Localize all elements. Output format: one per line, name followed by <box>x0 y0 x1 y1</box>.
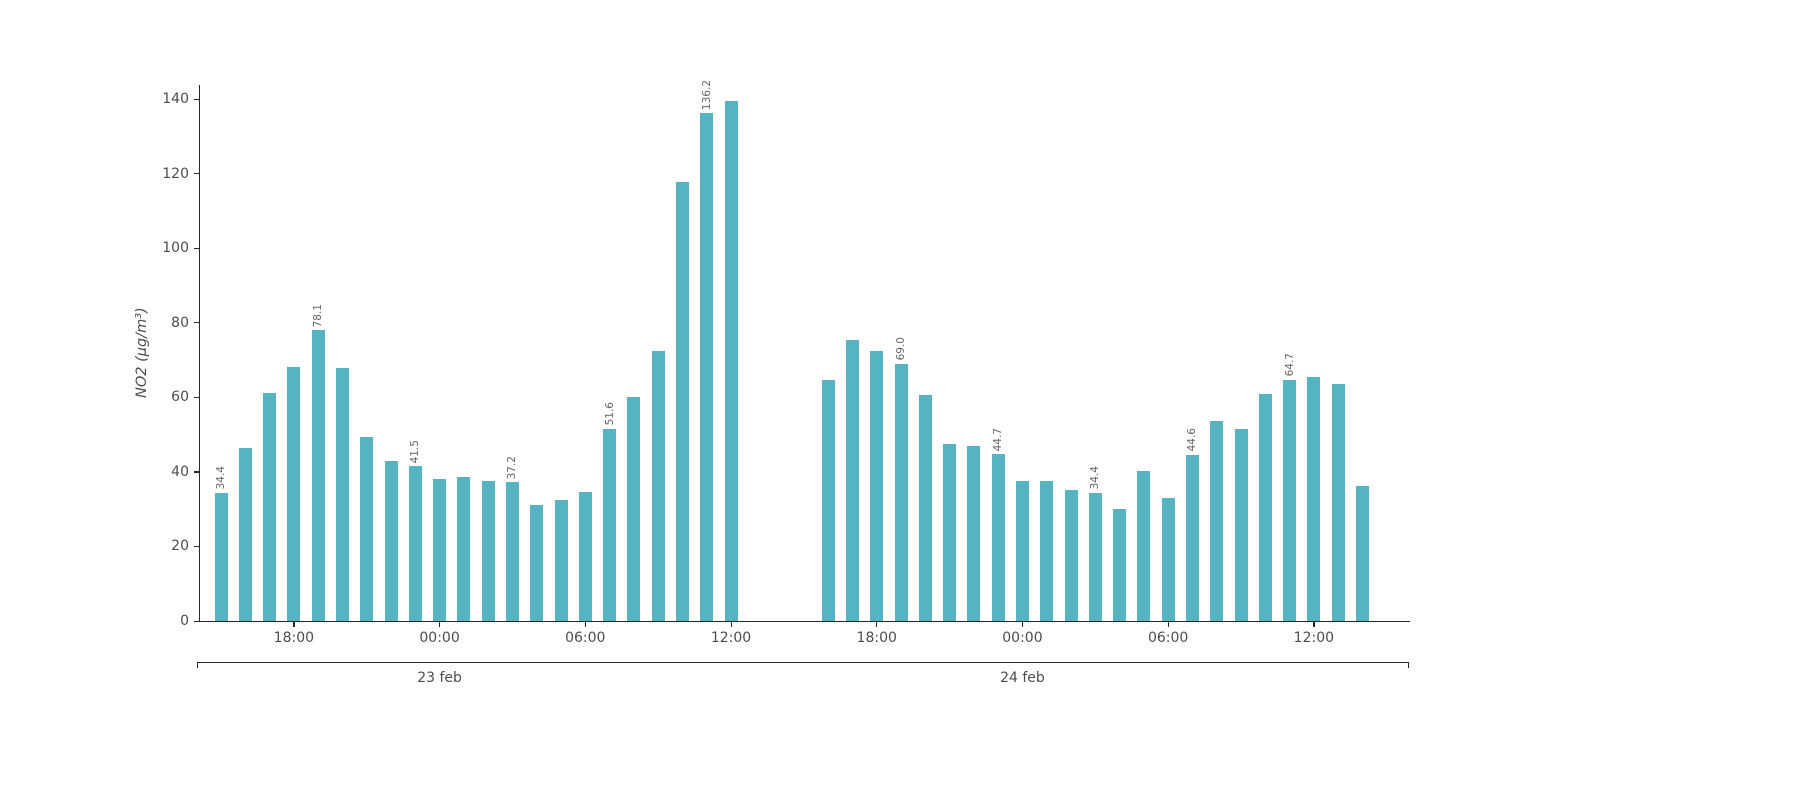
bar <box>1234 429 1248 621</box>
bar <box>1161 498 1175 621</box>
bar <box>1113 509 1127 621</box>
bar-value-label: 34.4 <box>1089 466 1102 490</box>
bar <box>1040 481 1054 621</box>
bar <box>700 113 714 621</box>
x-tick-mark <box>439 621 441 627</box>
y-tick-mark <box>194 471 200 473</box>
y-tick-mark <box>194 98 200 100</box>
bar <box>578 492 592 621</box>
bar <box>263 393 277 621</box>
y-tick-mark <box>194 322 200 324</box>
bar <box>457 477 471 621</box>
bar <box>991 454 1005 621</box>
date-axis-line <box>197 662 1409 664</box>
x-tick-mark <box>730 621 732 627</box>
bar <box>238 448 252 621</box>
x-tick-label: 18:00 <box>856 630 897 646</box>
x-tick-label: 12:00 <box>710 630 752 646</box>
bar-value-label: 136.2 <box>700 80 713 111</box>
y-tick-mark <box>194 620 200 622</box>
bar <box>894 363 908 621</box>
y-tick-label: 80 <box>171 314 189 331</box>
bar-value-label: 51.6 <box>603 402 616 426</box>
date-axis-tick <box>1408 662 1410 668</box>
bar <box>408 466 422 621</box>
y-axis-line <box>199 85 201 622</box>
bar <box>214 492 228 621</box>
bar <box>1331 384 1345 621</box>
bar <box>1015 481 1029 621</box>
bar <box>724 101 738 621</box>
bar <box>1355 486 1369 621</box>
bar <box>1064 490 1078 621</box>
bar <box>603 428 617 621</box>
y-tick-label: 40 <box>171 463 189 480</box>
y-tick-mark <box>194 396 200 399</box>
bar <box>845 340 859 621</box>
bar <box>433 479 447 621</box>
bar-value-label: 34.4 <box>215 466 227 490</box>
bar <box>530 505 544 621</box>
bar <box>360 437 374 621</box>
bar-value-label: 64.7 <box>1283 353 1296 377</box>
y-tick-mark <box>194 247 200 249</box>
x-tick-label: 06:00 <box>1147 630 1189 646</box>
plot-area: 34.4 78.1 41.5 37.2 51.6 136.2 69.0 44.7 34.4 44.… <box>200 80 1410 621</box>
bar <box>870 351 884 621</box>
y-tick-mark <box>194 173 200 175</box>
x-tick-label: 06:00 <box>565 630 606 646</box>
bar <box>311 329 325 621</box>
bar <box>1258 394 1272 621</box>
bar <box>967 446 981 621</box>
bar-value-label: 44.7 <box>992 428 1005 452</box>
x-tick-mark <box>584 621 586 627</box>
bar <box>505 482 519 621</box>
bar <box>287 367 301 621</box>
bar <box>1088 492 1102 621</box>
date-label: 23 feb <box>417 670 462 686</box>
bar <box>1185 454 1199 621</box>
bar <box>675 181 689 621</box>
bar <box>1307 377 1321 621</box>
x-tick-label: 00:00 <box>1002 630 1043 646</box>
bar <box>481 481 495 621</box>
bar <box>335 368 349 621</box>
x-tick-label: 18:00 <box>273 630 315 646</box>
y-tick-label: 120 <box>162 165 189 182</box>
y-tick-mark <box>194 545 200 548</box>
bar-value-label: 37.2 <box>506 455 519 480</box>
y-tick-label: 20 <box>171 538 189 555</box>
bar-value-label: 41.5 <box>409 439 422 464</box>
bar <box>918 395 932 621</box>
y-tick-label: 100 <box>162 240 189 257</box>
y-tick-label: 60 <box>171 389 189 406</box>
date-label: 24 feb <box>1000 670 1045 686</box>
bar <box>651 351 665 621</box>
bar-value-label: 78.1 <box>312 303 325 327</box>
x-tick-mark <box>1313 621 1315 627</box>
bar <box>1210 421 1224 621</box>
bar <box>1283 379 1297 621</box>
bar <box>1137 471 1151 621</box>
bar <box>384 461 398 621</box>
x-tick-mark <box>293 621 295 627</box>
x-axis-line <box>199 621 1410 623</box>
x-tick-mark <box>1167 621 1169 627</box>
x-tick-label: 00:00 <box>419 630 460 646</box>
bar <box>821 380 835 621</box>
x-tick-mark <box>1021 621 1024 627</box>
date-axis-tick <box>197 662 199 668</box>
bar <box>943 443 957 621</box>
bar <box>627 396 641 621</box>
bar <box>554 500 568 621</box>
y-tick-label: 0 <box>180 613 189 629</box>
bar-value-label: 44.6 <box>1186 428 1199 452</box>
x-tick-mark <box>876 621 878 627</box>
bar-value-label: 69.0 <box>895 337 907 361</box>
y-tick-label: 140 <box>162 91 189 108</box>
x-tick-label: 12:00 <box>1293 630 1335 646</box>
